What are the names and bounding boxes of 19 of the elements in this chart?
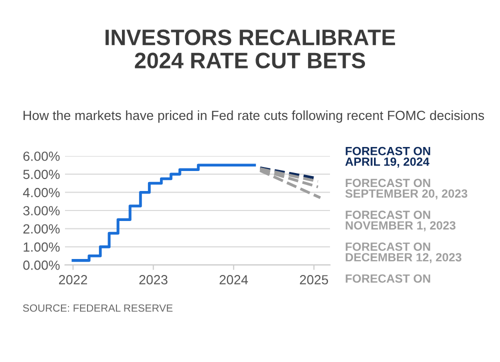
text: FORECAST ON NOVEMBER 1, 2023 <box>346 210 456 232</box>
text: FORECAST ON SEPTEMBER 20, 2023 <box>345 178 468 200</box>
y-tick-label: 6.00% <box>23 152 60 161</box>
chart-subtitle: How the markets have priced in Fed rate cuts following recent FOMC decisions <box>24 110 484 123</box>
text: FORECAST ON DECEMBER 12, 2023 <box>346 242 462 264</box>
y-tick-label: 3.00% <box>23 206 60 216</box>
y-tick-label: 4.00% <box>23 188 60 198</box>
x-tick-label: 2024 <box>220 275 248 284</box>
text: FORECAST ON APRIL 19, 2024 <box>345 146 430 168</box>
y-tick-label: 0.00% <box>23 260 60 270</box>
chart-title: INVESTORS RECALIBRATE 2024 RATE CUT BETS <box>106 30 396 68</box>
x-tick-label: 2025 <box>300 275 328 284</box>
text: FORECAST ON <box>346 274 430 283</box>
y-tick-label: 2.00% <box>23 224 60 234</box>
x-tick-label: 2022 <box>59 275 88 284</box>
y-tick-label: 1.00% <box>24 242 60 252</box>
x-tick-label: 2023 <box>139 275 168 284</box>
y-tick-label: 5.00% <box>23 170 60 180</box>
source-note: SOURCE: FEDERAL RESERVE <box>22 304 173 312</box>
